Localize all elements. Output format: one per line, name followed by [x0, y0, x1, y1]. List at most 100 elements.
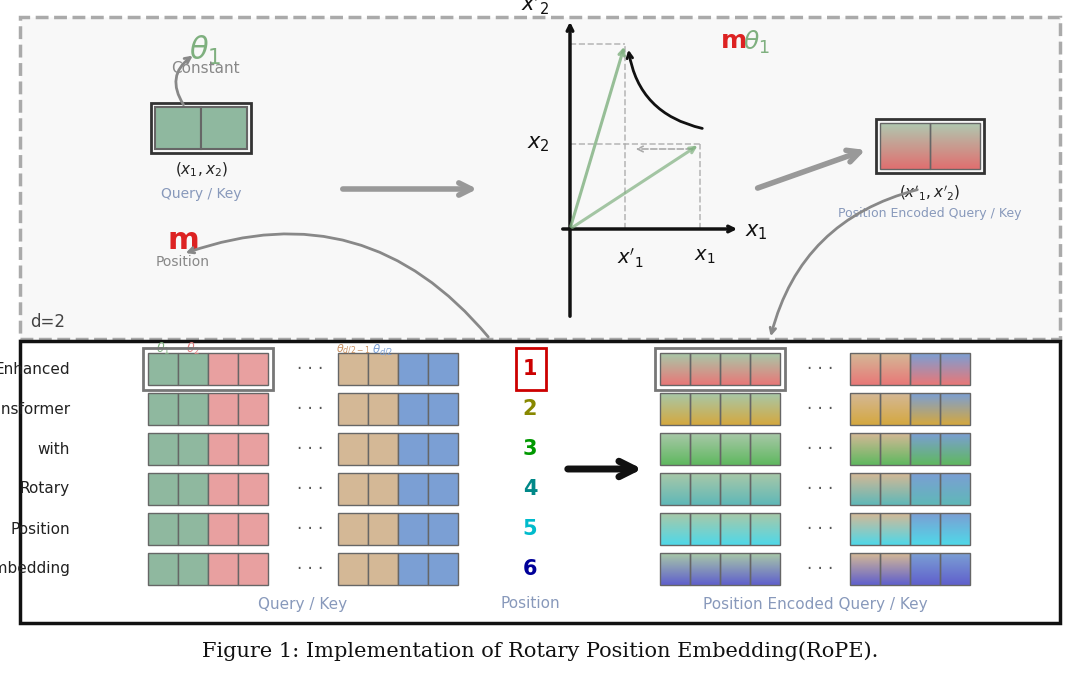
Bar [428, 433, 458, 465]
Bar [368, 353, 399, 385]
Bar [156, 107, 201, 149]
Bar [690, 473, 720, 505]
Bar [368, 473, 399, 505]
Text: Position Encoded Query / Key: Position Encoded Query / Key [703, 596, 928, 612]
Text: · · ·: · · · [807, 480, 833, 498]
Text: 1: 1 [523, 359, 537, 379]
Bar [720, 433, 750, 465]
Bar [690, 513, 720, 545]
Text: · · ·: · · · [807, 400, 833, 418]
Bar [151, 103, 251, 153]
Bar [399, 433, 428, 465]
Text: d=2: d=2 [30, 313, 65, 331]
Bar [720, 353, 750, 385]
Bar [660, 513, 690, 545]
Text: · · ·: · · · [807, 360, 833, 378]
Bar [850, 353, 880, 385]
Bar [399, 353, 428, 385]
Bar [940, 393, 970, 425]
Bar [750, 473, 780, 505]
Text: · · ·: · · · [297, 400, 323, 418]
Bar [338, 433, 368, 465]
Text: $\mathbf{m}$: $\mathbf{m}$ [720, 29, 746, 53]
Text: Query / Key: Query / Key [258, 596, 348, 612]
Bar [178, 553, 208, 585]
Bar [178, 433, 208, 465]
Text: 3: 3 [523, 439, 537, 459]
Bar [238, 393, 268, 425]
Bar [338, 473, 368, 505]
Text: Position: Position [500, 596, 559, 612]
Bar [238, 433, 268, 465]
Text: $\mathbf{m}$: $\mathbf{m}$ [167, 226, 199, 255]
Text: 5: 5 [523, 519, 538, 539]
Bar [880, 123, 930, 169]
Bar [940, 433, 970, 465]
Bar [910, 353, 940, 385]
Text: · · ·: · · · [807, 440, 833, 458]
Bar [720, 513, 750, 545]
Text: Enhanced: Enhanced [0, 361, 70, 376]
Bar [148, 433, 178, 465]
Bar [690, 393, 720, 425]
Text: $(x'_1, x'_2)$: $(x'_1, x'_2)$ [900, 183, 961, 202]
Bar [368, 433, 399, 465]
Bar [850, 433, 880, 465]
Bar [660, 433, 690, 465]
Text: · · ·: · · · [297, 560, 323, 578]
Bar [720, 473, 750, 505]
Text: 4: 4 [523, 479, 537, 499]
Text: $\theta_2$: $\theta_2$ [186, 341, 200, 357]
Text: with: with [38, 441, 70, 456]
Bar [399, 393, 428, 425]
Bar [940, 353, 970, 385]
Text: Position: Position [11, 521, 70, 536]
Bar [208, 513, 238, 545]
Bar [850, 553, 880, 585]
Text: $\theta_{d/2-1}$: $\theta_{d/2-1}$ [336, 343, 370, 357]
FancyBboxPatch shape [21, 341, 1059, 623]
Bar [660, 393, 690, 425]
Bar [850, 393, 880, 425]
Bar [208, 353, 238, 385]
Bar [338, 553, 368, 585]
Bar [690, 553, 720, 585]
Bar [750, 553, 780, 585]
Text: Query / Key: Query / Key [161, 187, 241, 201]
Bar [178, 393, 208, 425]
Bar [143, 348, 273, 390]
Text: 6: 6 [523, 559, 537, 579]
Bar [428, 473, 458, 505]
Bar [660, 473, 690, 505]
Bar [720, 393, 750, 425]
Text: $\theta_1$: $\theta_1$ [156, 341, 171, 357]
Text: $x_1$: $x_1$ [694, 247, 716, 266]
Text: · · ·: · · · [807, 560, 833, 578]
Bar [178, 473, 208, 505]
Text: Embedding: Embedding [0, 562, 70, 576]
Bar [850, 473, 880, 505]
Text: Transformer: Transformer [0, 401, 70, 416]
Bar [178, 513, 208, 545]
Bar [940, 473, 970, 505]
Bar [338, 353, 368, 385]
Bar [428, 513, 458, 545]
Bar [880, 353, 910, 385]
Bar [940, 513, 970, 545]
Bar [880, 473, 910, 505]
Text: Figure 1: Implementation of Rotary Position Embedding(RoPE).: Figure 1: Implementation of Rotary Posit… [202, 641, 878, 661]
Bar [148, 553, 178, 585]
Bar [516, 348, 546, 390]
Bar [910, 553, 940, 585]
Bar [880, 553, 910, 585]
Text: Constant: Constant [171, 61, 240, 76]
Bar [720, 553, 750, 585]
Bar [368, 393, 399, 425]
Bar [750, 393, 780, 425]
Bar [910, 433, 940, 465]
Bar [690, 433, 720, 465]
Bar [428, 393, 458, 425]
Bar [338, 393, 368, 425]
Bar [750, 353, 780, 385]
Text: $x_2$: $x_2$ [527, 134, 550, 154]
